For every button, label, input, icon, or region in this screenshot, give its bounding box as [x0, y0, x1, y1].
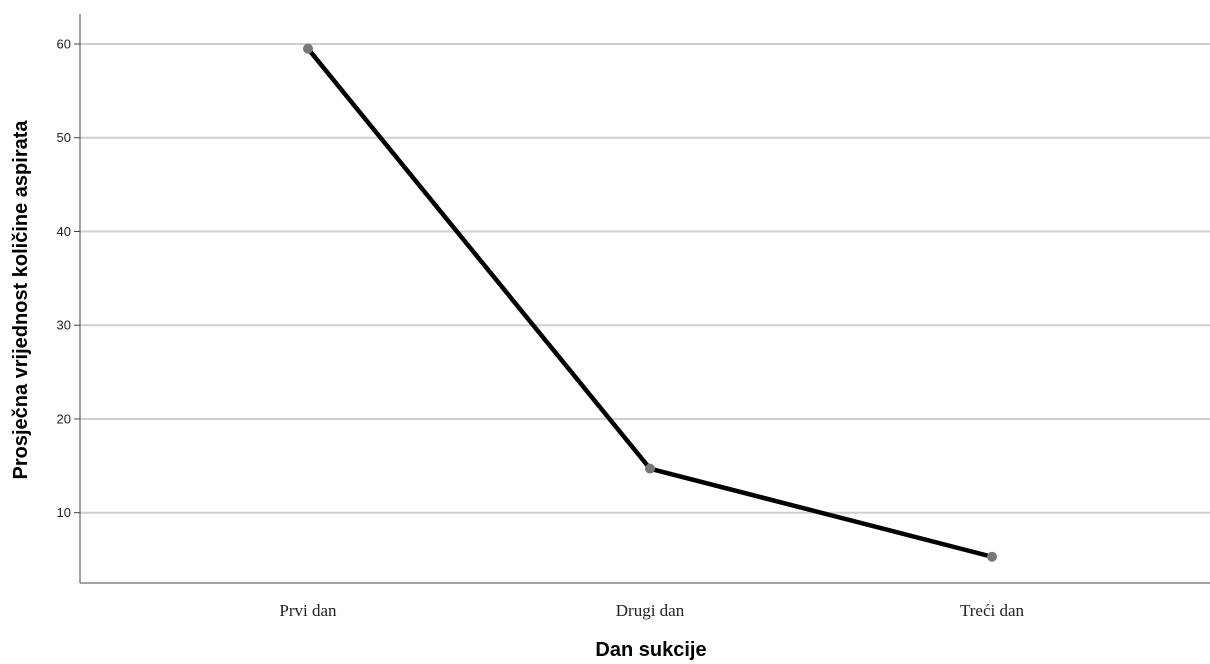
series-layer	[303, 43, 997, 562]
x-tick-label: Prvi dan	[279, 601, 337, 620]
series-line	[306, 47, 993, 559]
y-tick-labels: 10 20 30 40 50 60	[57, 36, 80, 520]
y-tick-label: 50	[57, 130, 71, 145]
y-axis-title: Prosječna vrijednost količine aspirata	[10, 120, 32, 480]
data-point	[303, 43, 313, 54]
data-point	[645, 463, 655, 474]
y-tick-label: 20	[57, 411, 71, 426]
data-point	[987, 551, 997, 562]
y-tick-label: 60	[57, 36, 71, 51]
y-tick-label: 40	[57, 224, 71, 239]
y-tick-label: 10	[57, 505, 71, 520]
x-axis-title: Dan sukcije	[595, 639, 706, 661]
x-tick-label: Treći dan	[960, 601, 1025, 620]
x-tick-label: Drugi dan	[616, 601, 685, 620]
x-tick-labels: Prvi dan Drugi dan Treći dan	[279, 601, 1024, 620]
y-tick-label: 30	[57, 318, 71, 333]
grid-lines	[80, 42, 1210, 514]
